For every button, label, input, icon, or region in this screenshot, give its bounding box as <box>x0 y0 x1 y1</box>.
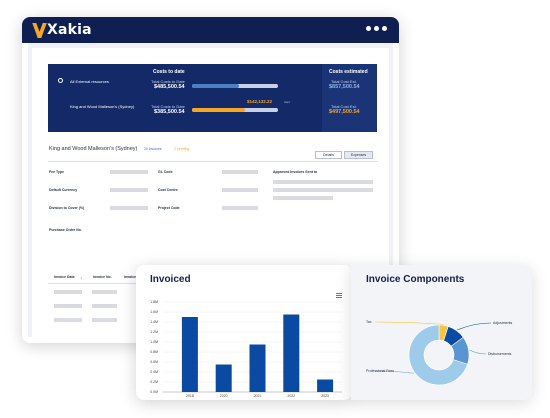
x-tick-label: 2021 <box>254 394 262 398</box>
pending-link[interactable]: 2 pending <box>174 147 190 151</box>
more-options-icon[interactable] <box>366 26 387 31</box>
x-tick-label: 2023 <box>321 394 329 398</box>
field-value <box>110 188 148 192</box>
legend-adjustments: Adjustments <box>493 321 513 325</box>
leader-line <box>457 322 492 331</box>
leader-line <box>374 321 444 325</box>
bar[interactable] <box>215 364 232 393</box>
invoiced-title: Invoiced <box>150 274 191 285</box>
field-label: Default Currency <box>49 188 78 192</box>
field-label: GL Code <box>158 170 173 174</box>
y-tick-label: 1.8M <box>150 300 158 304</box>
invoiced-card: Invoiced 0.0M 0.2M 0.4M 0.6M 0.8M 1.0M 1.2M 1.4… <box>136 265 352 400</box>
cost-progress-bar <box>192 84 278 88</box>
tab-details[interactable]: Details <box>315 151 342 159</box>
field-value <box>273 180 373 184</box>
invoice-components-card: Invoice Components Tax Adjustments Disbu… <box>351 265 532 400</box>
col-invoice[interactable]: Invoice <box>124 275 137 279</box>
cost-progress-fill <box>192 108 246 112</box>
y-tick-label: 0.6M <box>150 360 158 364</box>
field-label: Fee Type <box>49 170 64 174</box>
est-label: Total Cost Est. <box>331 104 357 109</box>
leader-line <box>469 349 487 355</box>
y-tick-label: 1.2M <box>150 330 158 334</box>
y-tick-label: 1.6M <box>150 310 158 314</box>
table-cell <box>92 318 117 322</box>
invoiced-bar-chart: 0.0M 0.2M 0.4M 0.6M 0.8M 1.0M 1.2M 1.4M 1.6M 1.8M… <box>150 300 342 398</box>
brand-name: Xakia <box>47 22 92 38</box>
firm-title: King and Wood Malleson's (Sydney) <box>49 146 138 152</box>
costs-to-date-title: Costs to date <box>153 69 185 75</box>
legend-disbursements: Disbursements <box>488 352 512 356</box>
legend-tax: Tax <box>366 320 372 324</box>
donut-slice[interactable] <box>408 324 468 386</box>
top-bar: Xakia <box>22 17 399 43</box>
bar[interactable] <box>249 344 266 393</box>
field-value <box>222 170 258 174</box>
est-label: Total Cost Est. <box>331 79 357 84</box>
field-label: Approved Invoices Sent to <box>273 170 318 174</box>
field-value <box>110 206 148 210</box>
legend-professional-fees: Professional Fees <box>366 369 395 373</box>
table-cell <box>54 318 82 322</box>
people-icon <box>58 78 63 83</box>
col-invoice-date[interactable]: Invoice Date <box>54 275 75 279</box>
y-tick-label: 0.0M <box>150 390 158 394</box>
cost-progress-bar <box>192 108 278 112</box>
y-tick-label: 0.4M <box>150 370 158 374</box>
row-name: King and Wood Malleson's (Sydney) <box>70 104 135 109</box>
field-value <box>222 206 258 210</box>
y-tick-label: 1.4M <box>150 320 158 324</box>
y-tick-label: 0.8M <box>150 350 158 354</box>
total-cost-amount: $385,500.54 <box>154 109 185 115</box>
field-value <box>273 188 373 192</box>
costs-panel: All External resources King and Wood Mal… <box>48 64 377 132</box>
x-tick-label: 2018 <box>186 394 194 398</box>
field-value <box>222 188 258 192</box>
y-tick-label: 1.0M <box>150 340 158 344</box>
table-cell <box>92 304 117 308</box>
field-value <box>273 196 333 200</box>
row-name: All External resources <box>70 79 109 84</box>
bar[interactable] <box>283 314 300 393</box>
y-tick-label: 0.2M <box>150 380 158 384</box>
field-label: Project Code <box>158 206 180 210</box>
chart-menu-icon[interactable] <box>336 293 342 298</box>
total-cost-amount: $485,500.54 <box>154 84 185 90</box>
x-tick-label: 2022 <box>287 394 295 398</box>
est-amount: $857,500.54 <box>329 84 360 90</box>
logo-mark-icon <box>32 23 47 38</box>
leader-line <box>374 370 414 374</box>
components-title: Invoice Components <box>366 274 465 285</box>
field-value <box>110 170 148 174</box>
table-cell <box>54 304 82 308</box>
tab-expenses[interactable]: Expenses <box>344 151 373 159</box>
total-cost-label: Total Costs to Date <box>151 104 185 109</box>
table-cell <box>54 290 82 294</box>
over-amount: $142,132.22 <box>247 99 273 104</box>
field-label: Division to Cover (%) <box>49 206 85 210</box>
col-invoice-no[interactable]: Invoice No. <box>93 275 112 279</box>
costs-estimated-column <box>322 64 377 132</box>
field-label: Cost Centre <box>158 188 178 192</box>
xakia-logo[interactable]: Xakia <box>32 21 92 39</box>
x-tick-label: 2020 <box>220 394 228 398</box>
sort-arrow-icon[interactable]: ↓ <box>80 275 82 280</box>
cost-progress-fill <box>192 84 240 88</box>
invoices-link[interactable]: 20 invoices <box>144 147 162 151</box>
total-cost-label: Total Costs to Date <box>151 79 185 84</box>
est-amount: $497,500.54 <box>329 109 360 115</box>
costs-estimated-title: Costs estimated <box>329 69 368 75</box>
field-label: Purchase Order No. <box>49 228 82 232</box>
bar[interactable] <box>181 317 198 392</box>
over-note: over <box>284 100 290 104</box>
bar[interactable] <box>317 379 334 393</box>
invoice-components-donut <box>374 321 492 386</box>
table-cell <box>92 290 117 294</box>
divider <box>48 161 378 162</box>
